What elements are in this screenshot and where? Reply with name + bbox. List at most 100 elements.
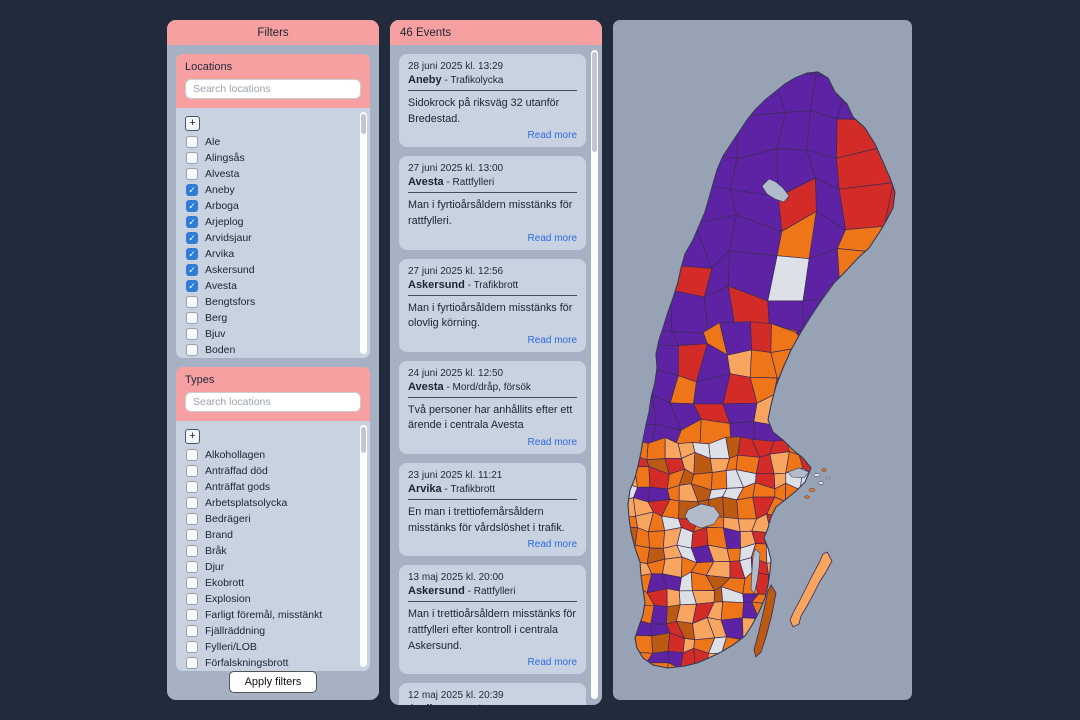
municipality-cell[interactable] [853,347,883,375]
checkbox-unchecked[interactable] [186,449,198,461]
municipality-cell[interactable] [855,577,875,590]
municipality-cell[interactable] [619,576,636,595]
municipality-cell[interactable] [797,546,818,565]
municipality-cell[interactable] [613,83,638,115]
municipality-cell[interactable] [874,372,912,397]
municipality-cell[interactable] [782,544,805,565]
municipality-cell[interactable] [870,588,895,609]
municipality-cell[interactable] [737,70,786,118]
municipality-cell[interactable] [774,676,787,699]
municipality-cell[interactable] [827,589,844,608]
municipality-cell[interactable] [836,296,894,339]
municipality-cell[interactable] [613,664,623,684]
locations-scrollbar[interactable] [360,112,367,354]
location-row-aneby[interactable]: ✓ Aneby [176,182,370,198]
municipality-cell[interactable] [849,444,881,483]
type-row-ekobrott[interactable]: Ekobrott [176,575,370,591]
municipality-cell[interactable] [843,574,863,590]
location-row-avesta[interactable]: ✓ Avesta [176,278,370,294]
municipality-cell[interactable] [862,585,875,609]
municipality-cell[interactable] [740,41,775,89]
types-scrollbar-thumb[interactable] [361,427,366,453]
checkbox-unchecked[interactable] [186,529,198,541]
municipality-cell[interactable] [623,146,670,197]
municipality-cell[interactable] [847,35,891,81]
municipality-cell[interactable] [738,678,755,699]
municipality-cell[interactable] [859,634,880,651]
location-row-askersund[interactable]: ✓ Askersund [176,262,370,278]
municipality-cell[interactable] [783,650,805,669]
municipality-cell[interactable] [795,377,828,408]
municipality-cell[interactable] [613,467,623,487]
municipality-cell[interactable] [765,529,785,546]
municipality-cell[interactable] [904,561,912,577]
municipality-cell[interactable] [832,485,848,502]
municipality-cell[interactable] [710,470,728,491]
municipality-cell[interactable] [874,631,890,648]
municipality-cell[interactable] [651,632,671,654]
municipality-cell[interactable] [910,331,912,374]
municipality-cell[interactable] [862,646,876,662]
events-scrollbar-thumb[interactable] [592,52,597,152]
municipality-cell[interactable] [867,394,907,431]
municipality-cell[interactable] [773,377,808,408]
municipality-cell[interactable] [844,451,860,469]
checkbox-unchecked[interactable] [186,344,198,356]
municipality-cell[interactable] [875,619,892,637]
municipality-cell[interactable] [827,526,849,551]
municipality-cell[interactable] [678,677,695,693]
municipality-cell[interactable] [770,46,817,76]
municipality-cell[interactable] [613,500,624,518]
municipality-cell[interactable] [629,260,672,291]
location-row-alings-s[interactable]: Alingsås [176,150,370,166]
checkbox-unchecked[interactable] [186,561,198,573]
checkbox-checked[interactable]: ✓ [186,280,198,292]
municipality-cell[interactable] [752,678,774,699]
municipality-cell[interactable] [782,515,803,534]
municipality-cell[interactable] [613,188,640,223]
location-row-arjeplog[interactable]: ✓ Arjeplog [176,214,370,230]
municipality-cell[interactable] [843,482,859,505]
checkbox-checked[interactable]: ✓ [186,232,198,244]
read-more-link[interactable]: Read more [527,334,577,346]
apply-filters-button[interactable]: Apply filters [228,671,318,693]
municipality-cell[interactable] [613,527,624,544]
municipality-cell[interactable] [810,528,832,550]
municipality-cell[interactable] [633,215,673,266]
island-oland[interactable] [753,584,777,658]
municipality-cell[interactable] [678,665,696,678]
municipality-cell[interactable] [885,485,908,503]
municipality-cell[interactable] [828,605,849,626]
municipality-cell[interactable] [796,661,820,682]
municipality-cell[interactable] [849,472,881,500]
municipality-cell[interactable] [662,43,698,82]
municipality-cell[interactable] [810,624,832,637]
municipality-cell[interactable] [876,337,912,376]
municipality-cell[interactable] [886,561,907,577]
municipality-cell[interactable] [876,511,889,527]
locations-expand-all-button[interactable]: + [185,116,200,131]
municipality-cell[interactable] [617,466,638,488]
municipality-cell[interactable] [801,331,849,376]
checkbox-unchecked[interactable] [186,168,198,180]
municipality-cell[interactable] [830,500,848,516]
municipality-cell[interactable] [798,437,817,456]
municipality-cell[interactable] [620,679,640,699]
municipality-cell[interactable] [618,649,640,667]
municipality-cell[interactable] [798,399,828,428]
municipality-cell[interactable] [845,661,864,683]
municipality-cell[interactable] [847,526,864,551]
municipality-cell[interactable] [767,619,789,638]
municipality-cell[interactable] [899,423,912,454]
location-row-arvika[interactable]: ✓ Arvika [176,246,370,262]
municipality-cell[interactable] [812,605,836,626]
municipality-cell[interactable] [810,634,832,655]
municipality-cell[interactable] [840,585,864,608]
municipality-cell[interactable] [840,545,864,565]
municipality-cell[interactable] [846,500,861,517]
municipality-cell[interactable] [906,668,912,681]
municipality-cell[interactable] [827,512,848,532]
location-row-boden[interactable]: Boden [176,342,370,358]
municipality-cell[interactable] [623,104,673,160]
municipality-cell[interactable] [855,451,881,469]
